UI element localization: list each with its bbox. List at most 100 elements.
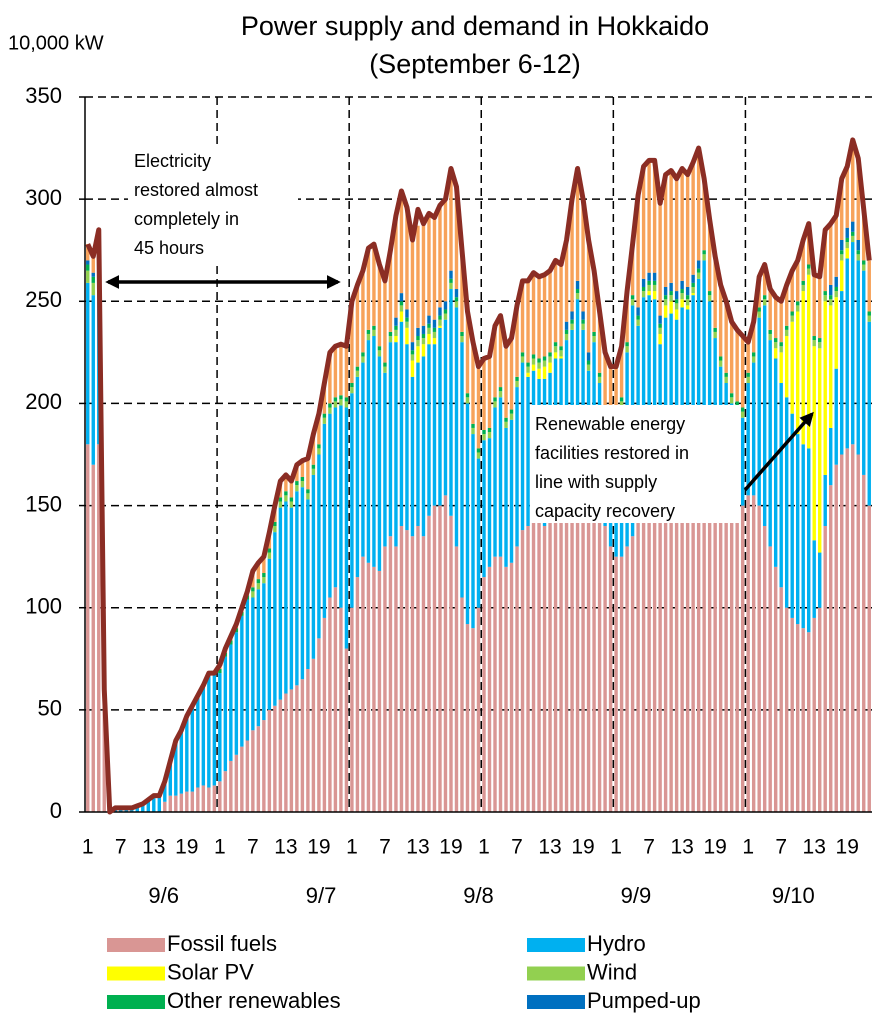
bar-segment — [691, 489, 695, 812]
bar-segment — [366, 248, 371, 330]
bar-segment — [553, 342, 558, 347]
bar-segment — [262, 577, 266, 584]
bar-segment — [696, 485, 701, 812]
bar-segment — [630, 536, 635, 812]
chart-title: Power supply and demand in Hokkaido — [241, 11, 709, 41]
bar-segment — [575, 293, 580, 300]
y-tick-label: 350 — [25, 83, 62, 108]
bar-segment — [344, 648, 349, 812]
annotation-box — [530, 405, 740, 523]
bar-segment — [311, 658, 316, 812]
bar-segment — [399, 293, 404, 302]
bar-segment — [328, 403, 332, 408]
bar-segment — [724, 505, 728, 812]
bar-segment — [410, 360, 415, 377]
bar-segment — [537, 358, 541, 363]
y-tick-label: 300 — [25, 185, 62, 210]
bar-segment — [707, 295, 712, 302]
bar-segment — [768, 329, 772, 334]
bar-segment — [333, 587, 338, 812]
bar-segment — [768, 289, 772, 330]
bar-segment — [339, 399, 343, 406]
bar-segment — [438, 505, 442, 812]
bar-segment — [696, 260, 701, 269]
bar-segment — [867, 311, 871, 316]
bar-segment — [801, 444, 805, 629]
bar-segment — [663, 174, 668, 287]
bar-segment — [652, 160, 657, 273]
bar-segment — [520, 280, 525, 353]
bar-segment — [553, 346, 558, 353]
bar-segment — [658, 509, 662, 812]
y-tick-label: 150 — [25, 491, 62, 516]
bar-segment — [416, 340, 420, 347]
bar-segment — [322, 413, 327, 418]
bar-segment — [773, 342, 778, 349]
bar-segment — [306, 669, 310, 812]
bar-segment — [746, 495, 750, 812]
bar-segment — [696, 278, 701, 486]
bar-segment — [652, 505, 657, 812]
bar-segment — [691, 286, 695, 294]
x-tick-label: 19 — [703, 836, 726, 859]
bar-segment — [273, 705, 277, 812]
bar-segment — [790, 270, 794, 312]
bar-segment — [438, 319, 442, 326]
bar-segment — [570, 199, 574, 312]
bar-segment — [427, 333, 431, 345]
bar-segment — [476, 366, 481, 449]
bar-segment — [273, 521, 277, 526]
bar-segment — [696, 272, 701, 279]
bar-segment — [207, 673, 211, 788]
bar-segment — [311, 474, 316, 659]
bar-segment — [471, 423, 475, 428]
bar-segment — [751, 362, 756, 496]
bar-segment — [740, 505, 745, 812]
bar-segment — [790, 311, 794, 316]
bar-segment — [862, 209, 866, 261]
annotation-text: line with supply — [535, 472, 657, 492]
bar-segment — [515, 305, 519, 377]
bar-segment — [851, 231, 855, 236]
x-tick-label: 7 — [247, 836, 259, 859]
bar-segment — [740, 407, 745, 412]
bar-segment — [531, 364, 536, 371]
bar-segment — [658, 203, 662, 316]
bar-segment — [746, 383, 750, 496]
bar-segment — [355, 577, 360, 812]
bar-segment — [674, 299, 679, 304]
bar-segment — [581, 199, 585, 312]
bar-segment — [812, 617, 816, 812]
bar-segment — [647, 284, 651, 292]
bar-segment — [603, 526, 607, 812]
bar-segment — [520, 362, 525, 531]
x-tick-label: 1 — [610, 836, 622, 859]
bar-segment — [427, 327, 431, 334]
bar-segment — [773, 338, 778, 343]
bar-segment — [504, 566, 508, 812]
bar-segment — [509, 419, 514, 563]
x-tick-label: 1 — [214, 836, 226, 859]
bar-segment — [372, 244, 376, 326]
bar-segment — [757, 317, 761, 506]
bar-segment — [740, 417, 745, 506]
bar-segment — [713, 327, 717, 332]
bar-segment — [350, 393, 354, 608]
bar-segment — [344, 401, 349, 408]
bar-segment — [344, 407, 349, 649]
bar-segment — [691, 274, 695, 283]
bar-segment — [548, 515, 552, 812]
bar-segment — [531, 354, 536, 359]
bar-segment — [751, 495, 756, 812]
bar-segment — [619, 556, 624, 812]
bar-segment — [322, 383, 327, 414]
bar-segment — [680, 289, 684, 294]
bar-segment — [553, 505, 558, 812]
bar-segment — [146, 799, 150, 812]
bar-segment — [586, 360, 591, 365]
bar-segment — [845, 237, 849, 243]
bar-segment — [443, 495, 448, 812]
bar-segment — [399, 311, 404, 322]
bar-segment — [751, 352, 756, 357]
bar-segment — [223, 771, 228, 812]
